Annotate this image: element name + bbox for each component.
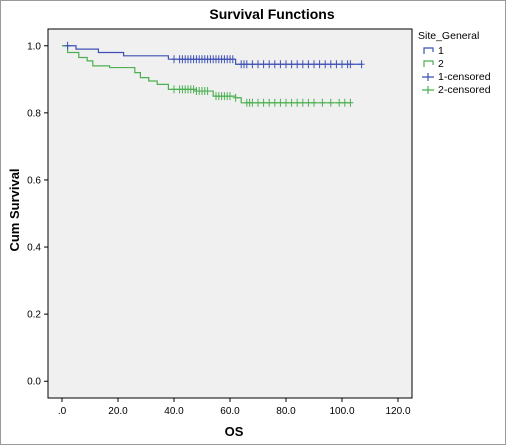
plot-area (47, 28, 413, 399)
censor-mark-1-censored (283, 60, 289, 69)
censor-mark-1-censored (311, 60, 317, 69)
censor-mark-2-censored (266, 98, 273, 107)
y-tick-label: 1.0 (27, 41, 41, 52)
censor-mark-1-censored (333, 60, 340, 69)
censor-mark-2-censored (311, 98, 317, 107)
censor-mark-2-censored (299, 98, 306, 107)
censor-mark-1-censored (243, 60, 250, 69)
censor-mark-2-censored (204, 87, 211, 96)
x-tick-label: .0 (58, 406, 67, 417)
censor-mark-2-censored (260, 98, 267, 107)
censor-mark-2-censored (171, 85, 177, 94)
censor-mark-2-censored (327, 98, 334, 107)
series-line-1 (62, 45, 362, 65)
censor-mark-2-censored (347, 98, 354, 107)
legend-entry: 1-censored (438, 71, 491, 83)
legend-title: Site_General (418, 30, 479, 42)
y-tick-label: 0.0 (27, 377, 41, 388)
censor-mark-1-censored (347, 60, 354, 69)
legend-swatch (423, 47, 434, 54)
y-tick-label: 0.4 (27, 243, 41, 254)
censor-mark-1-censored (266, 60, 273, 69)
x-tick-label: 100.0 (329, 406, 354, 417)
y-axis-label: Cum Survival (7, 168, 22, 251)
censor-mark-2-censored (319, 98, 326, 107)
legend-entry: 1 (438, 45, 444, 57)
y-tick-label: 0.2 (27, 310, 41, 321)
censor-mark-1-censored (271, 60, 278, 69)
censor-mark-1-censored (299, 60, 306, 69)
censor-mark-2-censored (336, 98, 343, 107)
censor-mark-1-censored (255, 60, 261, 69)
y-tick-label: 0.8 (27, 108, 41, 119)
x-axis: .0 20.0 40.0 60.0 80.0 100.0 120.0 (58, 398, 411, 417)
censor-mark-2-censored (288, 98, 295, 107)
censor-mark-2-censored (190, 85, 197, 94)
series-layer (62, 41, 365, 107)
y-axis: 0.0 0.2 0.4 0.6 0.8 1.0 (27, 41, 48, 388)
censor-mark-2-censored (232, 93, 239, 102)
censor-mark-1-censored (322, 60, 329, 69)
censor-mark-2-censored (294, 98, 301, 107)
censor-mark-1-censored (316, 60, 323, 69)
x-tick-label: 120.0 (385, 406, 410, 417)
legend-swatch (422, 86, 434, 94)
x-tick-label: 20.0 (108, 406, 128, 417)
censor-mark-1-censored (64, 41, 71, 50)
censor-mark-2-censored (283, 98, 289, 107)
censor-mark-1-censored (327, 60, 334, 69)
censor-mark-2-censored (255, 98, 261, 107)
censor-mark-1-censored (249, 60, 256, 69)
censor-mark-1-censored (305, 60, 312, 69)
censor-mark-1-censored (294, 60, 301, 69)
legend-entry: 2 (438, 58, 444, 70)
censor-mark-1-censored (171, 55, 177, 64)
censor-mark-1-censored (358, 60, 365, 69)
censor-mark-1-censored (277, 60, 284, 69)
x-tick-label: 60.0 (220, 406, 240, 417)
censor-mark-2-censored (249, 98, 256, 107)
censor-mark-2-censored (341, 98, 348, 107)
x-axis-label: OS (225, 424, 244, 439)
legend-swatch (423, 60, 434, 67)
legend-entry: 2-censored (438, 84, 491, 96)
censor-mark-1-censored (339, 60, 345, 69)
legend-swatch (422, 73, 434, 81)
y-tick-label: 0.6 (27, 175, 41, 186)
censor-mark-2-censored (305, 98, 312, 107)
censor-mark-2-censored (277, 98, 284, 107)
x-tick-label: 80.0 (276, 406, 296, 417)
censor-mark-1-censored (288, 60, 295, 69)
censor-mark-1-censored (229, 55, 236, 64)
chart-title: Survival Functions (209, 6, 334, 22)
censor-mark-2-censored (271, 98, 278, 107)
censor-mark-2-censored (227, 92, 233, 101)
censor-mark-1-censored (260, 60, 267, 69)
x-tick-label: 40.0 (164, 406, 184, 417)
